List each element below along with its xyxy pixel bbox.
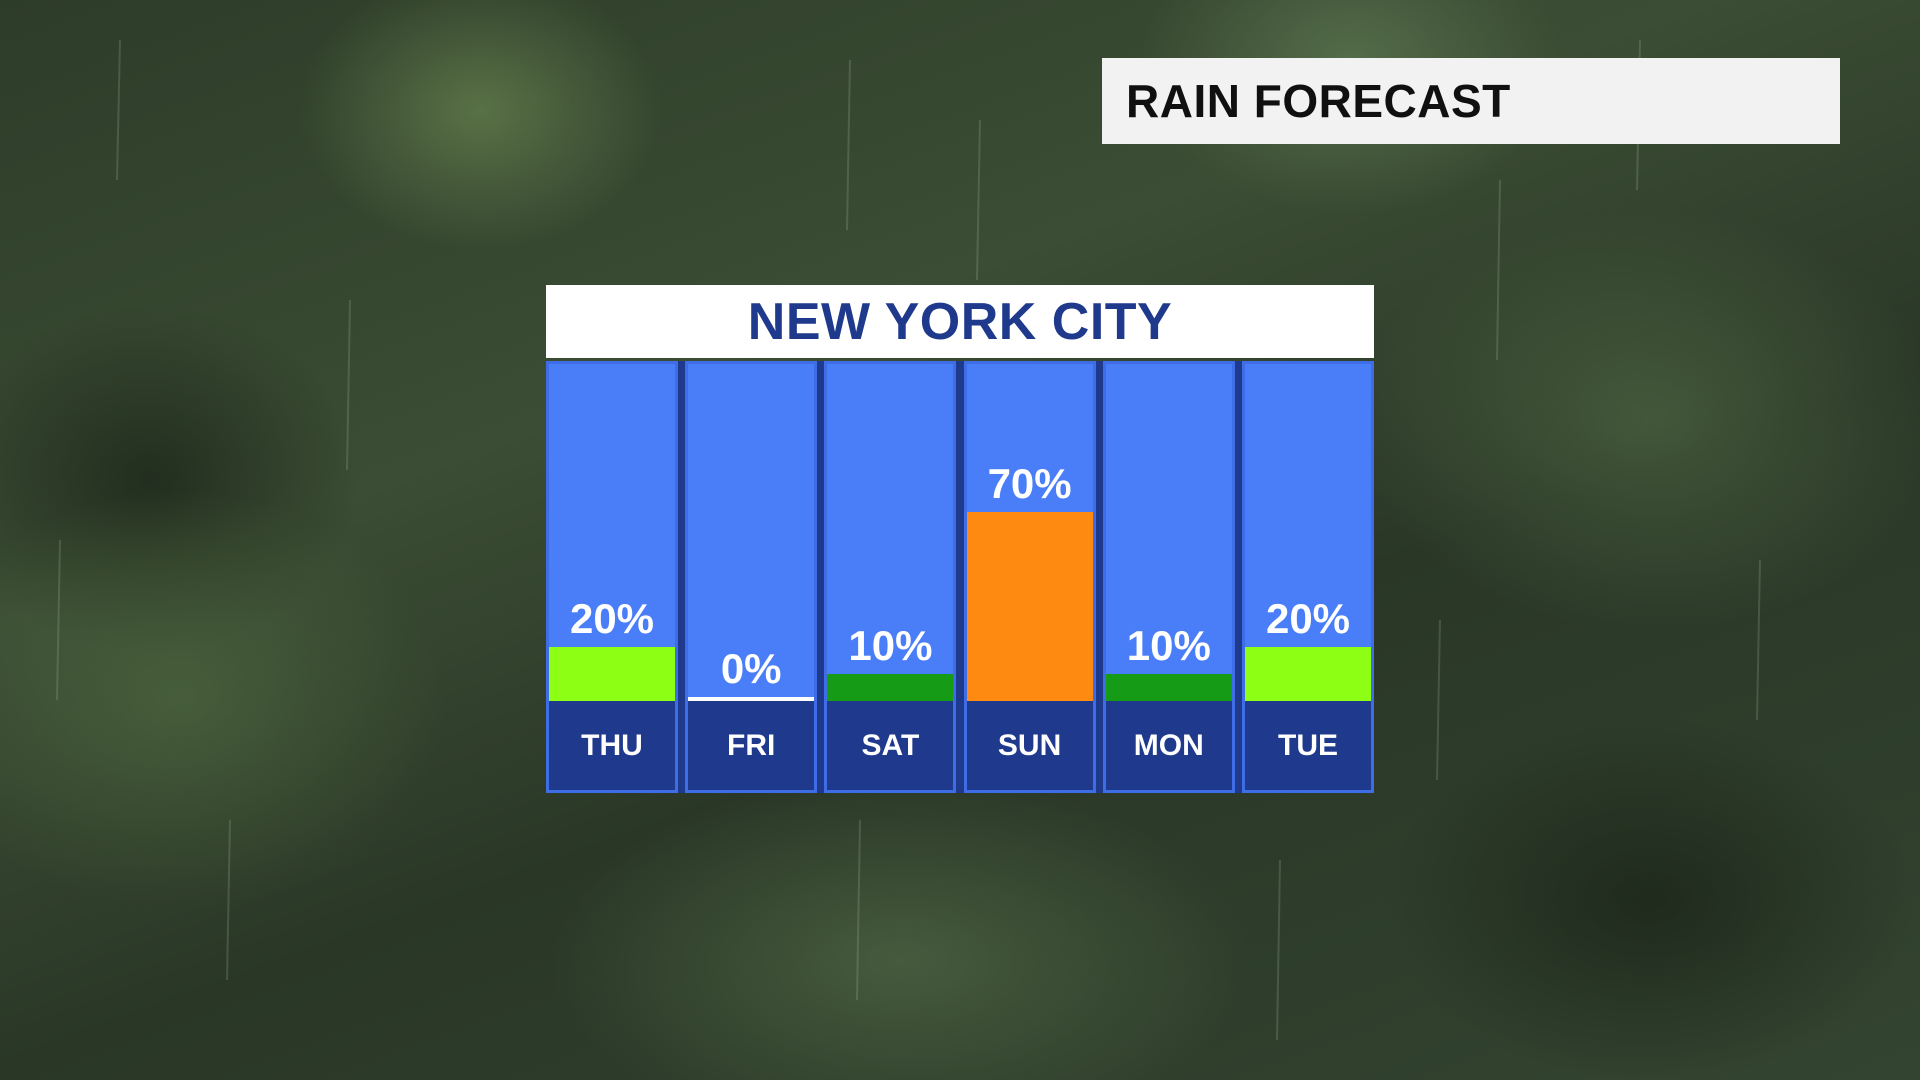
day-label: FRI [727, 728, 776, 762]
day-column-mon: 10% MON [1102, 361, 1235, 793]
forecast-panel: NEW YORK CITY 20% THU 0% FRI 10% SAT 70% SUN 10%… [546, 285, 1374, 793]
city-header: NEW YORK CITY [546, 285, 1374, 358]
day-label: MON [1133, 728, 1204, 762]
day-label-box: SUN [966, 701, 1093, 790]
rain-bar-tue [1245, 647, 1371, 701]
rain-percent-label: 10% [1126, 622, 1211, 669]
day-label-box: THU [549, 701, 675, 790]
rain-percent-label: 20% [1265, 595, 1351, 642]
rain-percent-label: 20% [569, 595, 655, 642]
day-column-sat: 10% SAT [824, 361, 957, 793]
rain-percent-label: 0% [720, 645, 782, 692]
day-label-box: FRI [688, 701, 815, 790]
day-label: SUN [997, 728, 1062, 762]
rain-bar-sun [966, 512, 1093, 701]
day-label-box: SAT [827, 701, 954, 790]
day-label-box: TUE [1245, 701, 1371, 790]
rain-bar-thu [549, 647, 675, 701]
day-column-sun: 70% SUN [963, 361, 1096, 793]
banner-title: RAIN FORECAST [1126, 75, 1511, 127]
rain-bar-sat [827, 674, 954, 701]
day-label: TUE [1278, 728, 1338, 762]
rain-percent-label: 70% [987, 460, 1072, 507]
rain-forecast-banner: RAIN FORECAST [1102, 58, 1840, 144]
rain-bar-mon [1105, 674, 1232, 701]
day-column-fri: 0% FRI [685, 361, 818, 793]
day-column-tue: 20% TUE [1242, 361, 1374, 793]
rain-chance-chart: 20% THU 0% FRI 10% SAT 70% SUN 10% MON 20% TUE [546, 361, 1374, 793]
day-label: THU [581, 728, 643, 762]
day-label: SAT [861, 728, 920, 762]
rain-percent-label: 10% [848, 622, 933, 669]
day-column-thu: 20% THU [546, 361, 678, 793]
rain-bar-fri [688, 697, 815, 701]
city-name: NEW YORK CITY [747, 292, 1173, 351]
day-label-box: MON [1105, 701, 1232, 790]
